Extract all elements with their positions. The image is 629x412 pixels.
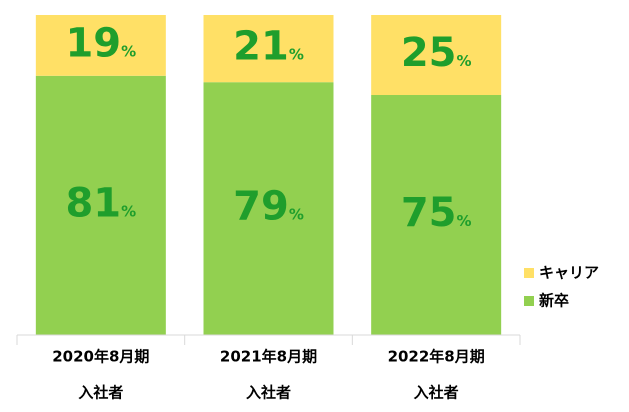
bar-segment	[35, 15, 166, 76]
bar-segment	[203, 82, 334, 335]
legend-label: キャリア	[539, 264, 599, 282]
bar-segment	[371, 95, 502, 335]
value-label: 25%	[401, 30, 472, 76]
bar-segment	[203, 15, 334, 83]
x-tick-label: 入社者	[246, 384, 291, 402]
legend-label: 新卒	[539, 292, 569, 310]
legend-swatch	[524, 268, 534, 278]
value-label: 21%	[233, 24, 304, 70]
x-tick-label: 2020年8月期	[52, 348, 149, 366]
bar-segment	[35, 75, 166, 336]
x-tick-label: 2021年8月期	[220, 348, 317, 366]
legend-swatch	[524, 296, 534, 306]
value-label: 19%	[65, 20, 136, 66]
bar-segment	[371, 15, 502, 95]
x-tick-label: 2022年8月期	[388, 348, 485, 366]
value-label: 79%	[233, 184, 304, 230]
x-tick-label: 入社者	[78, 384, 123, 402]
x-tick-label: 入社者	[414, 384, 459, 402]
value-label: 75%	[401, 190, 472, 236]
value-label: 81%	[65, 180, 136, 226]
